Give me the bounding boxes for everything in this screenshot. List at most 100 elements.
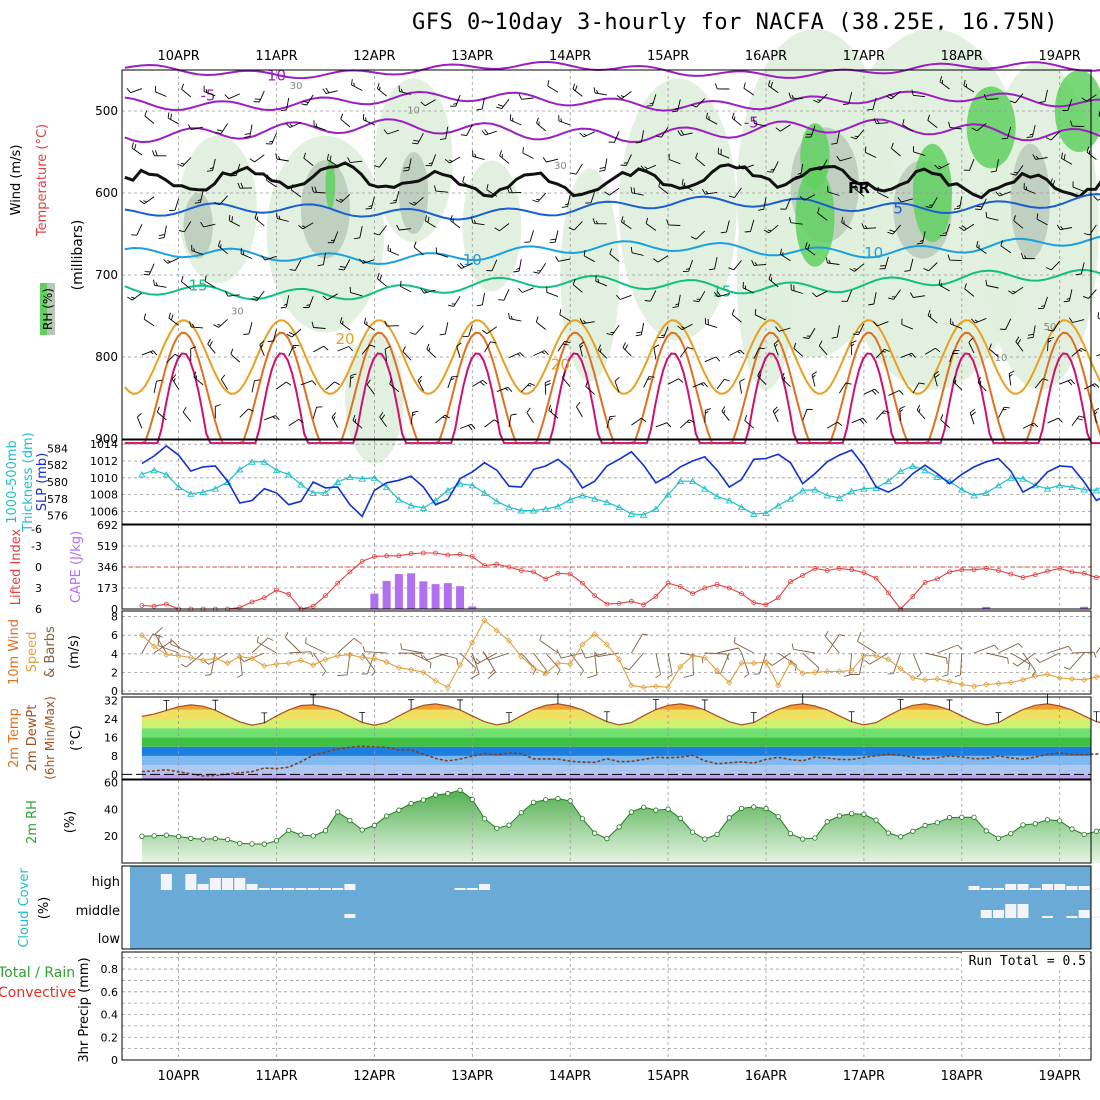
wind-speed-point <box>542 670 549 677</box>
upper-wind-barb <box>326 153 338 167</box>
upper-wind-barb <box>599 158 608 172</box>
cloud-frame <box>121 865 1092 950</box>
wind-speed-point <box>873 652 880 659</box>
upper-wind-barb <box>886 90 901 100</box>
cloud-high-bar <box>234 878 246 890</box>
upper-wind-barb <box>462 324 473 338</box>
rh-contour-label: 50 <box>1044 322 1057 333</box>
surface-wind-barb <box>912 652 922 678</box>
wind-speed-point <box>567 660 574 668</box>
cloud-middle-bar <box>1041 916 1053 918</box>
upper-wind-barb <box>182 406 192 422</box>
chart-title: GFS 0~10day 3-hourly for NACFA (38.25E, … <box>412 10 1059 35</box>
wind-tick-label: 0 <box>111 685 118 698</box>
rh-point <box>738 805 745 811</box>
upper-wind-barb <box>459 423 476 431</box>
thickness-point <box>664 491 672 498</box>
temp-contour-lowlevel <box>124 352 1100 445</box>
rh-point <box>898 834 904 840</box>
upper-wind-barb <box>562 372 571 388</box>
li-point <box>604 601 610 607</box>
rh-point <box>261 841 267 847</box>
upper-wind-barb <box>361 344 376 355</box>
cloud-middle-bar <box>1066 916 1078 918</box>
upper-wind-barb <box>681 178 693 191</box>
upper-wind-barb <box>1045 260 1061 271</box>
upper-wind-barb <box>217 240 228 255</box>
date-label-top: 19APR <box>1039 49 1081 64</box>
li-point <box>494 561 500 567</box>
rh-point <box>1008 831 1014 837</box>
thickness-point <box>358 475 366 482</box>
pressure-tick-label: 500 <box>95 104 118 118</box>
surface-wind-barb <box>180 652 204 668</box>
upper-wind-barb <box>910 292 926 298</box>
wind-speed-point <box>297 657 305 664</box>
wind-speed-point <box>1081 676 1088 683</box>
upper-wind-barb <box>265 132 277 145</box>
rh-point <box>616 824 622 830</box>
thickness-point <box>346 473 354 480</box>
upper-wind-barb <box>657 326 669 339</box>
temp-band <box>141 746 1091 756</box>
thickness-point <box>297 481 305 488</box>
upper-wind-barb <box>203 85 216 97</box>
upper-wind-barb <box>331 412 339 428</box>
rh-point <box>653 807 659 813</box>
upper-wind-barb <box>985 279 999 289</box>
upper-wind-barb <box>728 187 742 199</box>
rh-point <box>861 811 867 818</box>
rh-point <box>176 833 182 840</box>
rh-point <box>946 815 953 821</box>
surface-wind-barb <box>580 648 608 659</box>
rh-point <box>971 814 977 820</box>
rh-point <box>494 825 500 831</box>
upper-wind-barb <box>1096 354 1100 357</box>
pressure-tick-label: 900 <box>95 432 118 446</box>
cloud-high-bar <box>1029 888 1041 890</box>
upper-wind-barb <box>317 252 326 267</box>
cloud-high-bar <box>344 884 356 890</box>
surface-wind-barb <box>986 652 1009 664</box>
wind-speed-point <box>897 665 904 672</box>
upper-wind-barb <box>347 157 363 164</box>
upper-wind-barb <box>939 223 951 236</box>
cloud-title-2: (%) <box>37 897 52 920</box>
temp-tick-label: 16 <box>104 731 118 744</box>
temp-band <box>141 728 1091 738</box>
wind-speed-point <box>175 652 182 659</box>
upper-wind-barb <box>275 153 289 162</box>
surface-wind-barb <box>777 652 797 672</box>
surface-wind-barb <box>733 636 755 654</box>
upper-wind-barb <box>963 79 975 93</box>
cape-bar <box>382 580 391 609</box>
upper-wind-barb <box>868 292 877 306</box>
upper-wind-barb <box>950 318 962 329</box>
wind-speed-point <box>677 663 684 670</box>
upper-wind-barb <box>655 422 672 428</box>
rh-shade-green <box>325 160 336 210</box>
upper-wind-barb <box>1026 125 1036 138</box>
upper-wind-barb <box>352 414 363 429</box>
thickness-point <box>958 486 966 493</box>
temp-minmax-bar <box>897 699 904 710</box>
upper-wind-barb <box>585 191 596 204</box>
li-point <box>934 576 940 582</box>
thickness-point <box>1043 485 1052 492</box>
upper-wind-barb <box>888 390 904 396</box>
upper-wind-barb <box>559 309 571 322</box>
wind-speed-point <box>713 667 721 674</box>
upper-wind-barb <box>875 410 890 420</box>
upper-wind-barb <box>280 97 290 112</box>
cape-frame <box>121 524 1092 610</box>
upper-wind-barb <box>867 97 877 111</box>
upper-wind-barb <box>817 207 828 221</box>
upper-wind-barb <box>376 273 387 287</box>
upper-wind-barb <box>743 82 755 96</box>
upper-wind-barb <box>253 90 265 103</box>
upper-wind-barb <box>780 197 791 210</box>
upper-wind-barb <box>206 158 216 172</box>
upper-wind-barb <box>911 89 926 98</box>
upper-wind-barb <box>524 230 534 243</box>
rh2m-panel: 60 40 20 2m RH (%) <box>25 777 1100 864</box>
